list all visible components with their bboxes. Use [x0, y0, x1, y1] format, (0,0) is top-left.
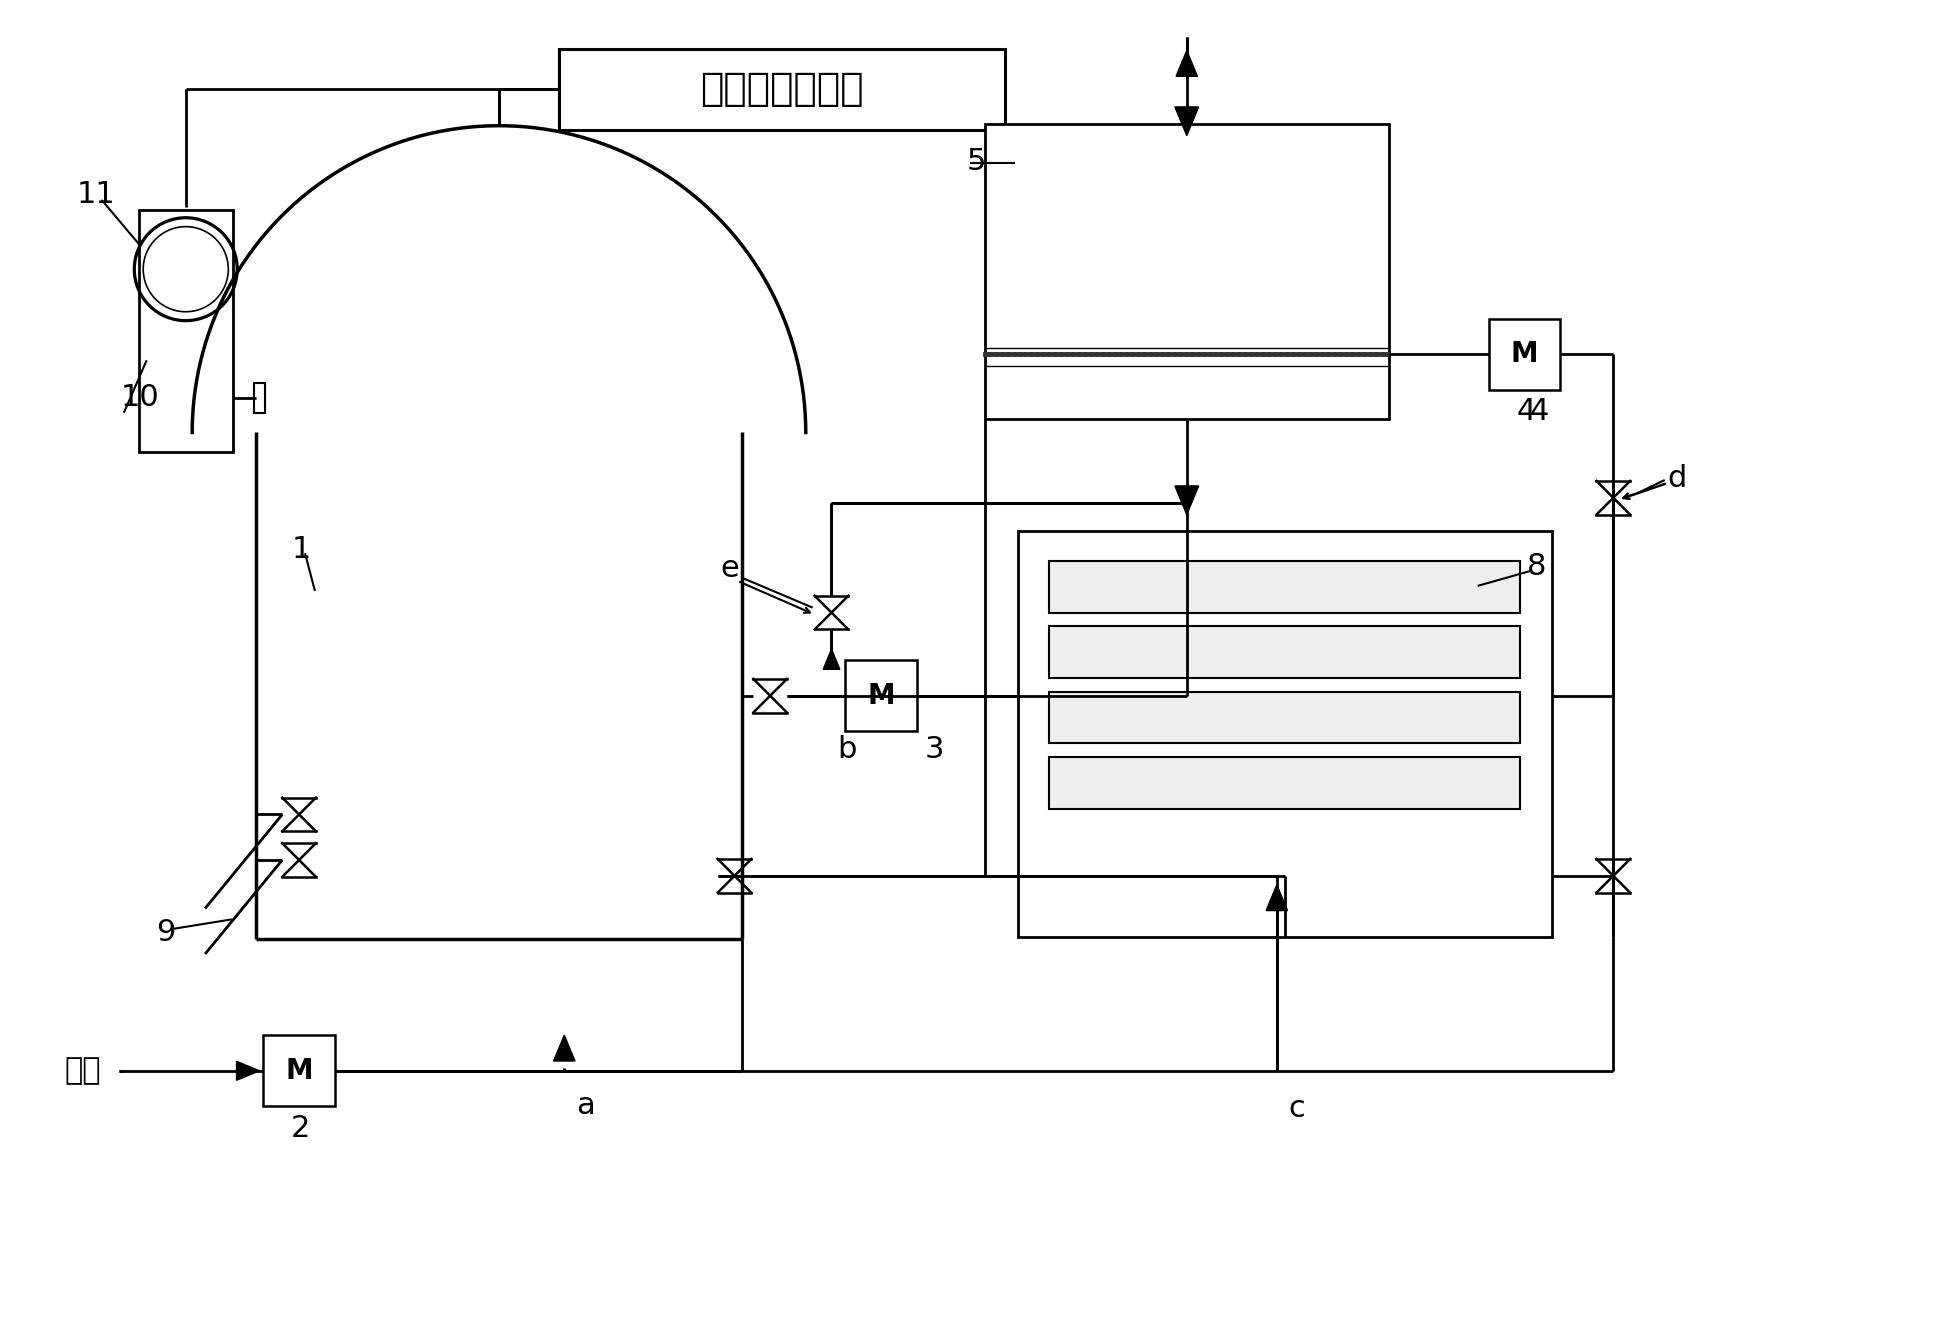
Bar: [986, 123, 1389, 419]
Text: M: M: [867, 682, 894, 710]
Text: a: a: [577, 1091, 594, 1119]
Text: 1: 1: [292, 534, 312, 564]
Text: 污水: 污水: [64, 1056, 101, 1086]
Text: 11: 11: [76, 181, 115, 209]
Text: c: c: [1290, 1094, 1305, 1123]
Text: M: M: [1510, 340, 1539, 368]
Bar: [1488, 319, 1560, 390]
Text: 9: 9: [156, 917, 175, 947]
Bar: [138, 210, 232, 453]
Text: e: e: [721, 553, 740, 582]
Text: 5: 5: [966, 147, 986, 175]
Text: d: d: [1667, 463, 1687, 493]
Bar: [1050, 692, 1519, 743]
Text: 10: 10: [121, 383, 160, 412]
Text: 3: 3: [925, 735, 945, 763]
Polygon shape: [824, 649, 840, 670]
Text: 4: 4: [1516, 398, 1535, 426]
Bar: [559, 48, 1005, 130]
Text: 8: 8: [1527, 552, 1547, 581]
Text: 2: 2: [290, 1114, 310, 1142]
Bar: [1050, 757, 1519, 809]
Polygon shape: [1177, 51, 1198, 76]
Text: 4: 4: [1529, 398, 1549, 426]
Polygon shape: [1175, 107, 1198, 135]
Text: b: b: [838, 735, 857, 763]
Polygon shape: [236, 1062, 259, 1081]
Text: 沼气收集、利用: 沼气收集、利用: [699, 70, 863, 108]
Polygon shape: [1175, 486, 1198, 514]
Polygon shape: [1266, 885, 1288, 911]
Bar: [263, 1035, 335, 1106]
Bar: [1017, 532, 1553, 937]
Bar: [1050, 561, 1519, 613]
Bar: [253, 383, 265, 412]
Text: M: M: [284, 1056, 314, 1085]
Bar: [845, 660, 918, 731]
Polygon shape: [553, 1035, 575, 1060]
Bar: [1050, 627, 1519, 678]
